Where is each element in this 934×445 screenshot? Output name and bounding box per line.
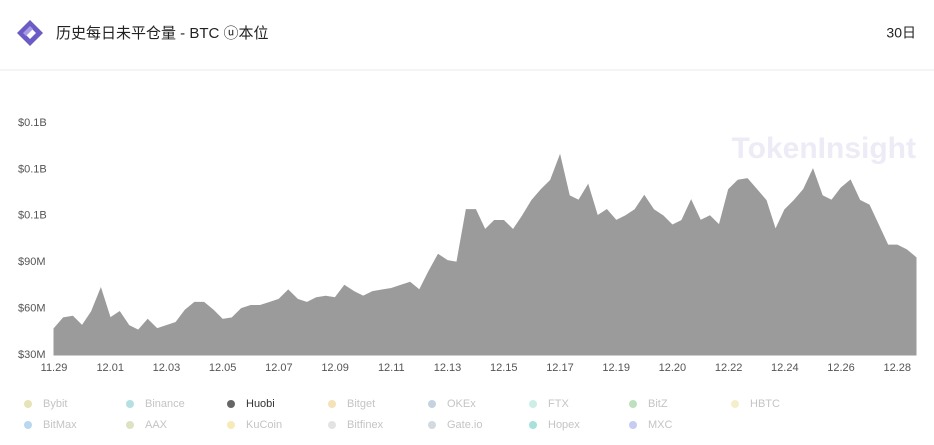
legend-item[interactable]: Bitget (347, 398, 375, 410)
legend-item[interactable]: KuCoin (246, 419, 282, 431)
x-tick-label: 12.28 (883, 362, 911, 374)
logo (17, 20, 43, 46)
title: 历史每日未平仓量 - BTC ⓤ本位 (56, 25, 269, 42)
legend-item[interactable]: BitZ (648, 398, 668, 410)
legend-item[interactable]: BitMax (43, 419, 77, 431)
legend-item[interactable]: OKEx (447, 398, 476, 410)
legend-marker (629, 421, 637, 429)
legend-item[interactable]: Bybit (43, 398, 67, 410)
legend-item[interactable]: FTX (548, 398, 569, 410)
x-tick-label: 12.13 (434, 362, 462, 374)
y-tick-label: $90M (18, 256, 46, 268)
x-tick-label: 12.19 (602, 362, 630, 374)
legend-item[interactable]: Bitfinex (347, 419, 384, 431)
legend-marker (529, 400, 537, 408)
watermark: TokenInsight (732, 132, 916, 165)
x-tick-label: 11.29 (41, 362, 68, 374)
x-tick-label: 12.24 (771, 362, 799, 374)
legend-marker (227, 400, 235, 408)
x-tick-label: 12.09 (321, 362, 349, 374)
legend-marker (629, 400, 637, 408)
legend-marker (24, 400, 32, 408)
x-tick-label: 12.22 (715, 362, 743, 374)
legend-marker (24, 421, 32, 429)
y-tick-label: $30M (18, 349, 46, 361)
y-tick-label: $0.1B (18, 163, 47, 175)
legend-marker (731, 400, 739, 408)
x-tick-label: 12.11 (378, 362, 405, 374)
x-tick-label: 12.05 (209, 362, 237, 374)
legend-item[interactable]: Binance (145, 398, 185, 410)
y-tick-label: $0.1B (18, 210, 47, 222)
legend-marker (126, 421, 134, 429)
period-selector[interactable]: 30日 (886, 25, 916, 41)
x-tick-label: 12.07 (265, 362, 293, 374)
x-tick-label: 12.15 (490, 362, 518, 374)
legend-item[interactable]: Huobi (246, 398, 275, 410)
legend-item[interactable]: HBTC (750, 398, 780, 410)
legend-marker (428, 400, 436, 408)
legend-item[interactable]: Gate.io (447, 419, 482, 431)
y-tick-label: $0.1B (18, 117, 47, 129)
area (53, 153, 917, 356)
legend-item[interactable]: Hopex (548, 419, 580, 431)
x-tick-label: 12.26 (827, 362, 855, 374)
legend-marker (126, 400, 134, 408)
legend-marker (328, 400, 336, 408)
legend-marker (328, 421, 336, 429)
x-tick-label: 12.20 (659, 362, 687, 374)
legend-item[interactable]: AAX (145, 419, 168, 431)
legend-marker (227, 421, 235, 429)
legend-marker (428, 421, 436, 429)
y-tick-label: $60M (18, 303, 46, 315)
x-tick-label: 12.01 (96, 362, 124, 374)
x-tick-label: 12.17 (546, 362, 574, 374)
x-tick-label: 12.03 (153, 362, 181, 374)
legend-marker (529, 421, 537, 429)
legend-item[interactable]: MXC (648, 419, 673, 431)
